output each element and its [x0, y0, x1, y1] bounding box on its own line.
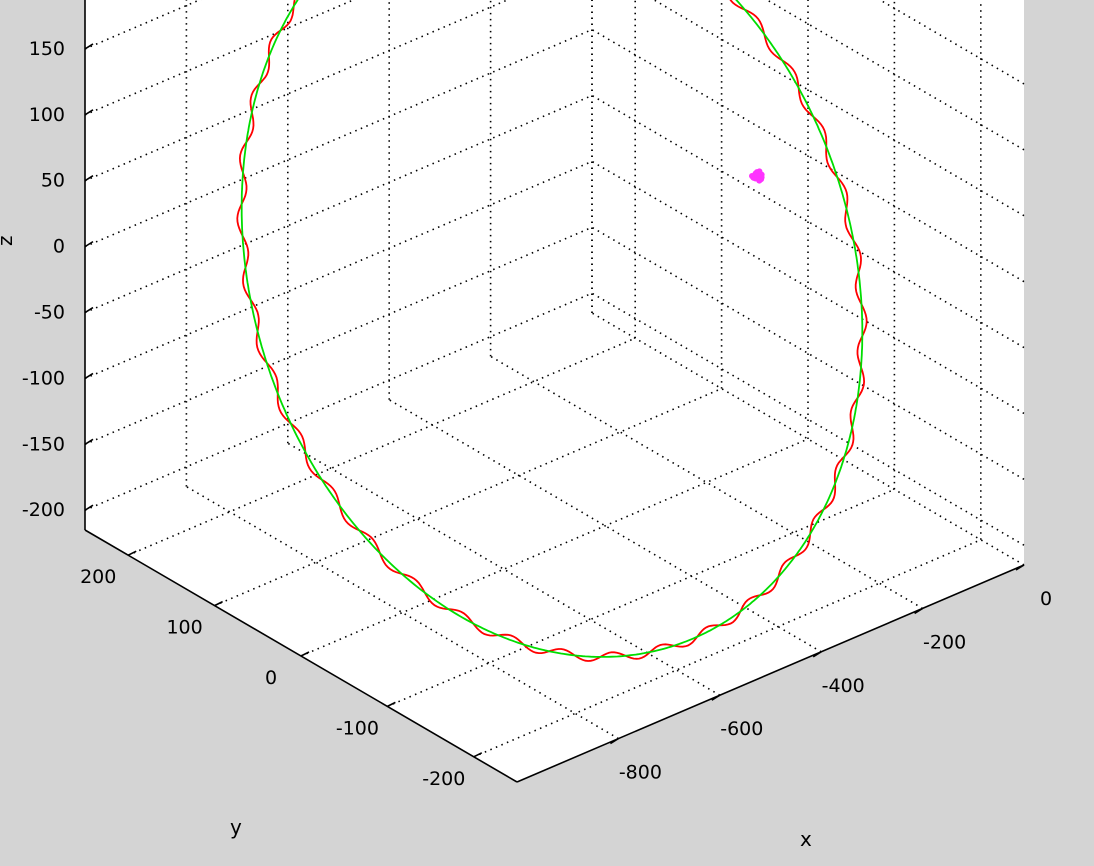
y-tick-label: 100	[166, 617, 202, 639]
z-tick-label: -200	[22, 499, 65, 521]
z-tick-label: 50	[41, 170, 65, 192]
y-tick-label: -100	[336, 717, 379, 739]
tick-labels: 0 -200 -400 -600 -800 200 100 0 -100 -200 150 100 50…	[22, 38, 1052, 790]
z-tick	[84, 438, 94, 446]
y-tick	[387, 701, 396, 708]
y-tick-label: 200	[80, 566, 116, 588]
x-tick-label: 0	[1040, 588, 1052, 610]
marker-point	[758, 171, 765, 178]
z-tick	[84, 175, 94, 182]
z-tick-label: 150	[29, 38, 65, 60]
data-markers	[749, 168, 765, 184]
y-tick-label: -200	[422, 768, 465, 790]
z-tick-label: -50	[34, 302, 65, 324]
x-axis-line	[516, 564, 1025, 783]
x-tick-label: -400	[822, 675, 865, 697]
y-tick	[214, 600, 223, 607]
x-tick-label: -800	[619, 762, 662, 784]
x-tick-label: -600	[720, 718, 763, 740]
z-tick	[84, 504, 94, 511]
z-tick	[84, 240, 94, 248]
y-tick-label: 0	[265, 667, 277, 689]
z-tick	[84, 109, 94, 116]
x-tick	[812, 651, 822, 658]
axis-lines	[84, 0, 1025, 783]
x-tick	[609, 737, 619, 745]
z-tick-label: 100	[29, 104, 65, 126]
x-tick	[711, 694, 721, 701]
x-tick	[1015, 564, 1025, 571]
y-axis-label: y	[230, 815, 242, 839]
z-tick	[84, 43, 94, 50]
z-tick-label: -150	[22, 433, 65, 455]
y-tick	[127, 550, 137, 556]
y-tick	[300, 651, 310, 657]
data-series	[236, 0, 868, 662]
axes-background	[85, 0, 1024, 782]
x-tick-label: -200	[923, 631, 966, 653]
z-tick-label: 0	[53, 236, 65, 258]
z-tick	[84, 306, 94, 314]
x-axis-label: x	[800, 827, 812, 851]
z-tick-label: -100	[22, 367, 65, 389]
x-tick	[914, 607, 924, 615]
series-green-line	[240, 0, 864, 658]
z-tick	[84, 372, 94, 380]
y-tick	[473, 752, 483, 758]
z-axis-label: z	[0, 236, 17, 247]
